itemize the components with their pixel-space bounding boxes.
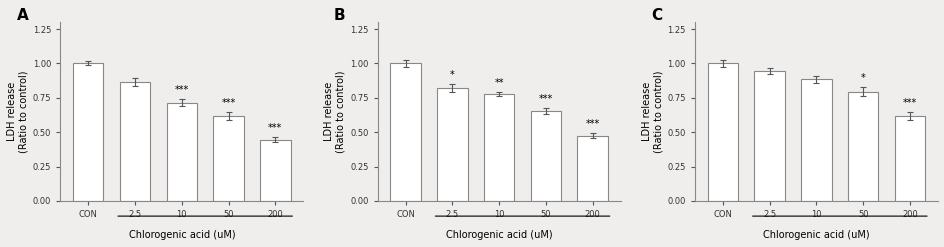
Y-axis label: LDH release
(Ratio to control): LDH release (Ratio to control)	[324, 70, 346, 153]
Text: **: **	[494, 78, 503, 88]
Text: ***: ***	[902, 98, 916, 108]
Bar	[577, 136, 607, 201]
Bar	[707, 63, 737, 201]
Bar	[73, 63, 104, 201]
Bar	[213, 116, 244, 201]
Text: B: B	[333, 8, 346, 23]
Text: ***: ***	[538, 94, 552, 104]
Bar	[894, 116, 924, 201]
Y-axis label: LDH release
(Ratio to control): LDH release (Ratio to control)	[641, 70, 663, 153]
Text: ***: ***	[175, 85, 189, 95]
Text: ***: ***	[221, 98, 235, 108]
Y-axis label: LDH release
(Ratio to control): LDH release (Ratio to control)	[7, 70, 28, 153]
Bar	[260, 140, 290, 201]
Bar	[847, 92, 878, 201]
Bar	[531, 111, 561, 201]
Bar	[390, 63, 420, 201]
Text: ***: ***	[268, 123, 282, 133]
Text: ***: ***	[585, 119, 599, 129]
Text: *: *	[860, 73, 865, 83]
Text: *: *	[449, 70, 454, 80]
Bar	[166, 103, 196, 201]
Bar	[753, 71, 784, 201]
X-axis label: Chlorogenic acid (uM): Chlorogenic acid (uM)	[446, 230, 552, 240]
Text: C: C	[650, 8, 662, 23]
Bar	[801, 79, 831, 201]
X-axis label: Chlorogenic acid (uM): Chlorogenic acid (uM)	[763, 230, 868, 240]
Bar	[120, 82, 150, 201]
X-axis label: Chlorogenic acid (uM): Chlorogenic acid (uM)	[128, 230, 235, 240]
Bar	[483, 94, 514, 201]
Text: A: A	[16, 8, 28, 23]
Bar	[437, 88, 467, 201]
